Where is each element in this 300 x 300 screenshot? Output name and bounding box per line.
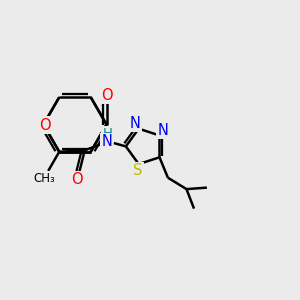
Text: CH₃: CH₃	[33, 172, 55, 185]
Text: N: N	[130, 116, 140, 131]
Text: O: O	[39, 118, 51, 133]
Text: N: N	[101, 134, 112, 149]
Text: O: O	[101, 88, 112, 103]
Text: H: H	[102, 127, 112, 140]
Text: N: N	[158, 122, 169, 137]
Text: S: S	[134, 163, 143, 178]
Text: O: O	[71, 172, 83, 187]
